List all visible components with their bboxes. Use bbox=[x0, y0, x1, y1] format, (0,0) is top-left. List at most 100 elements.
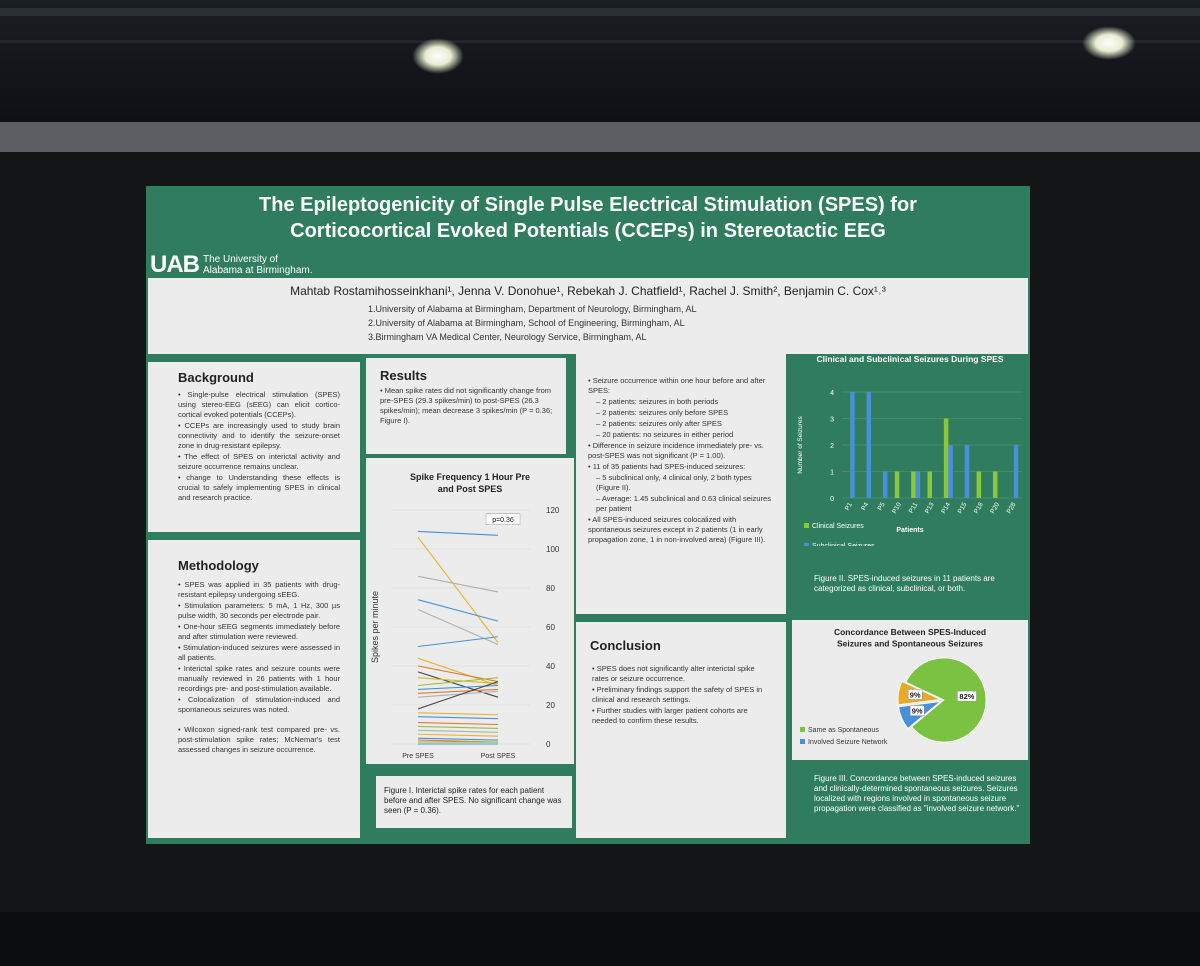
series-line-13 bbox=[417, 688, 499, 694]
y-tick-label: 40 bbox=[546, 662, 555, 671]
poster-title: The Epileptogenicity of Single Pulse Ele… bbox=[146, 192, 1030, 244]
list-item: • One-hour sEEG segments immediately bef… bbox=[178, 622, 340, 641]
list-item: • Stimulation parameters: 5 mA, 1 Hz, 30… bbox=[178, 601, 340, 620]
series-line-2 bbox=[417, 536, 499, 643]
floor bbox=[0, 912, 1200, 966]
series-line-14 bbox=[417, 690, 499, 698]
y-tick-label: 20 bbox=[546, 701, 555, 710]
p-value-annotation: p=0.36 bbox=[492, 517, 514, 524]
spike-frequency-chart: Spike Frequency 1 Hour Pre and Post SPES 0… bbox=[370, 472, 560, 760]
ceiling-beam-2 bbox=[0, 40, 1200, 43]
ceiling-beam bbox=[0, 8, 1200, 16]
series-line-20 bbox=[417, 729, 499, 733]
figure-1-panel: Spike Frequency 1 Hour Pre and Post SPES 0… bbox=[366, 458, 574, 764]
list-item: – 2 patients: seizures in both periods bbox=[596, 397, 719, 406]
y-tick-label: 1 bbox=[830, 470, 834, 477]
y-tick-label: 80 bbox=[546, 584, 555, 593]
bar-P1-subclinical bbox=[850, 392, 855, 498]
pie-chart-title-line-2: Seizures and Spontaneous Seizures bbox=[837, 639, 983, 649]
results-panel: Results • Mean spike rates did not signi… bbox=[366, 358, 566, 454]
list-item: • Wilcoxon signed-rank test compared pre… bbox=[178, 725, 340, 754]
x-tick-label: P1 bbox=[844, 501, 854, 512]
series-line-9 bbox=[417, 671, 499, 698]
results-heading: Results bbox=[380, 368, 427, 383]
pie-legend-swatch-1 bbox=[800, 727, 805, 732]
series-line-17 bbox=[417, 716, 499, 720]
series-line-6 bbox=[417, 636, 499, 648]
list-item: – 2 patients: seizures only before SPES bbox=[596, 408, 729, 417]
x-tick-label: P18 bbox=[973, 501, 985, 515]
institution-name: The University of Alabama at Birmingham. bbox=[203, 254, 313, 276]
conclusion-heading: Conclusion bbox=[590, 638, 661, 653]
bar-P11-subclinical bbox=[915, 471, 921, 498]
line-chart-title-line-2: and Post SPES bbox=[438, 484, 503, 494]
y-axis-label: Number of Seizures bbox=[797, 416, 804, 474]
results-continued-list: • Seizure occurrence within one hour bef… bbox=[588, 376, 774, 546]
y-tick-label: 0 bbox=[546, 740, 551, 749]
series-line-15 bbox=[417, 681, 499, 710]
uab-logo: UAB The University of Alabama at Birming… bbox=[150, 253, 313, 277]
affiliation-3: 3.Birmingham VA Medical Center, Neurolog… bbox=[368, 332, 647, 342]
bar-P28-subclinical bbox=[1013, 445, 1019, 498]
x-axis-label: Patients bbox=[896, 527, 923, 534]
concordance-pie-chart: Concordance Between SPES-Induced Seizures… bbox=[800, 627, 987, 746]
series-line-11 bbox=[417, 677, 499, 687]
series-line-3 bbox=[417, 575, 499, 593]
bar-chart-title: Clinical and Subclinical Seizures During… bbox=[816, 354, 1003, 364]
list-item: • Colocalization of stimulation-induced … bbox=[178, 695, 340, 714]
methodology-heading: Methodology bbox=[178, 558, 259, 573]
conclusion-list: • SPES does not significantly alter inte… bbox=[592, 664, 772, 727]
list-item: – Average: 1.45 subclinical and 0.63 cli… bbox=[596, 494, 771, 513]
methodology-panel: Methodology • SPES was applied in 35 pat… bbox=[148, 540, 360, 838]
list-item: • 11 of 35 patients had SPES-induced sei… bbox=[588, 462, 746, 471]
bar-P4-subclinical bbox=[866, 392, 872, 498]
title-line-1: The Epileptogenicity of Single Pulse Ele… bbox=[259, 194, 917, 216]
institution-line-1: The University of bbox=[203, 254, 279, 265]
figure-3-caption: Figure III. Concordance between SPES-ind… bbox=[814, 774, 1020, 813]
legend-label-1: Clinical Seizures bbox=[812, 523, 864, 530]
list-item: • Further studies with larger patient co… bbox=[592, 706, 748, 725]
list-item: • Stimulation-induced seizures were asse… bbox=[178, 643, 340, 662]
legend-label-2: Subclinical Seizures bbox=[812, 543, 875, 546]
figure-1-caption: Figure I. Interictal spike rates for eac… bbox=[384, 786, 562, 815]
y-tick-label: 100 bbox=[546, 545, 560, 554]
ceiling-light bbox=[412, 38, 464, 74]
list-item: • Seizure occurrence within one hour bef… bbox=[588, 376, 766, 395]
series-line-19 bbox=[417, 725, 499, 729]
series-line-4 bbox=[417, 599, 499, 622]
author-list: Mahtab Rostamihosseinkhani¹, Jenna V. Do… bbox=[290, 284, 886, 298]
x-tick-label: P5 bbox=[877, 501, 887, 512]
x-tick-label: P13 bbox=[924, 501, 936, 515]
bar-P15-subclinical bbox=[964, 445, 970, 498]
affiliation-2: 2.University of Alabama at Birmingham, S… bbox=[368, 318, 685, 328]
ceiling bbox=[0, 0, 1200, 122]
institution-line-2: Alabama at Birmingham. bbox=[203, 265, 313, 276]
pie-data-label-3: 9% bbox=[910, 690, 921, 699]
ceiling-light-2 bbox=[1082, 26, 1136, 60]
list-item: • Preliminary findings support the safet… bbox=[592, 685, 763, 704]
bar-P11-clinical bbox=[911, 471, 916, 498]
poster: The Epileptogenicity of Single Pulse Ele… bbox=[146, 186, 1030, 844]
y-tick-label: 60 bbox=[546, 623, 555, 632]
series-line-18 bbox=[417, 722, 499, 726]
x-tick-label: P20 bbox=[989, 501, 1001, 515]
list-item: • CCEPs are increasingly used to study b… bbox=[178, 421, 340, 450]
y-tick-label: 3 bbox=[830, 417, 834, 424]
line-chart-title-line-1: Spike Frequency 1 Hour Pre bbox=[410, 472, 530, 482]
list-item: • Single-pulse electrical stimulation (S… bbox=[178, 390, 340, 419]
legend-swatch-1 bbox=[804, 523, 809, 528]
bar-P14-subclinical bbox=[948, 445, 953, 498]
annotation-box bbox=[485, 513, 521, 525]
pie-legend-label-2: Involved Seizure Network bbox=[808, 739, 888, 746]
methodology-list: • SPES was applied in 35 patients with d… bbox=[178, 580, 340, 756]
list-item: • Interictal spike rates and seizure cou… bbox=[178, 664, 340, 693]
figure-3-panel: Concordance Between SPES-Induced Seizures… bbox=[792, 620, 1028, 760]
series-line-10 bbox=[417, 677, 499, 685]
y-tick-label: 2 bbox=[830, 443, 834, 450]
x-tick-label: P28 bbox=[1006, 501, 1018, 515]
pie-slice-1 bbox=[905, 657, 987, 743]
x-tick-label: Post SPES bbox=[481, 753, 516, 760]
affiliation-1: 1.University of Alabama at Birmingham, D… bbox=[368, 304, 697, 314]
list-item: • change to Understanding these effects … bbox=[178, 473, 340, 502]
x-tick-label: P10 bbox=[891, 501, 903, 515]
